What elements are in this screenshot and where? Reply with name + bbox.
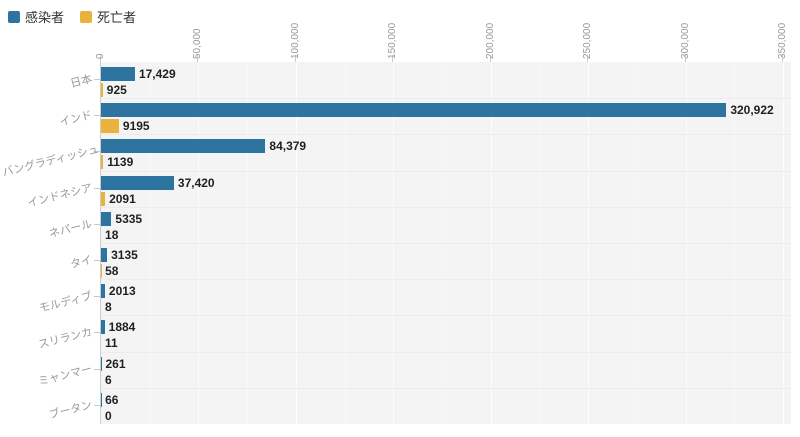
infected-bar[interactable]: [101, 67, 135, 81]
row-separator: [101, 206, 791, 208]
infected-bar[interactable]: [101, 211, 112, 226]
x-axis-tick: [489, 55, 491, 62]
y-axis-tick: [94, 187, 100, 189]
y-axis-tick: [94, 404, 100, 406]
y-axis-tick: [94, 151, 100, 153]
bar-value-label: 11: [105, 336, 118, 351]
x-axis-tick: [684, 55, 686, 62]
bar-value-label: 8: [105, 300, 112, 315]
bar-value-label: 58: [105, 264, 119, 278]
bar-value-label: 18: [105, 227, 119, 242]
bar-value-label: 320,922: [730, 103, 774, 118]
row-separator: [101, 170, 791, 172]
row-separator: [101, 134, 791, 136]
bar-value-label: 66: [105, 392, 119, 407]
legend-label-deaths: 死亡者: [97, 10, 137, 25]
category-label: タイ: [69, 254, 94, 272]
category-label: スリランカ: [37, 326, 94, 352]
bar-value-label: 261: [105, 356, 126, 371]
row-separator: [101, 279, 791, 281]
y-axis-tick: [94, 115, 100, 117]
bar-value-label: 1139: [107, 155, 134, 170]
x-axis-tick-label-text: 200,000: [484, 22, 496, 59]
category-label: インドネシア: [26, 181, 94, 210]
infected-bar[interactable]: [101, 248, 108, 262]
x-axis-tick-label-text: 250,000: [582, 22, 594, 59]
category-label: モルディブ: [37, 290, 94, 316]
y-axis-tick: [94, 368, 100, 370]
row-separator: [101, 98, 791, 100]
deaths-bar[interactable]: [101, 191, 106, 206]
row-separator: [101, 243, 791, 244]
category-label: インド: [58, 109, 94, 129]
x-axis-tick-label-text: 100,000: [289, 22, 301, 59]
bar-value-label: 37,420: [177, 175, 215, 190]
infected-swatch-icon: [8, 10, 20, 23]
y-axis-tick: [94, 332, 100, 334]
bar-value-label: 3135: [111, 248, 138, 262]
deaths-bar[interactable]: [101, 155, 104, 170]
legend-item-infected[interactable]: 感染者: [8, 7, 64, 26]
x-axis-tick-label-text: 350,000: [777, 22, 788, 59]
deaths-swatch-icon: [80, 10, 93, 23]
bar-value-label: 1884: [108, 320, 136, 335]
row-separator: [101, 315, 791, 317]
deaths-bar[interactable]: [101, 83, 103, 97]
y-axis-tick: [94, 79, 100, 80]
category-label: ブータン: [47, 398, 94, 422]
bar-value-label: 2091: [109, 191, 136, 206]
x-axis-tick: [294, 55, 296, 62]
category-label: ミャンマー: [37, 362, 94, 388]
legend-label-infected: 感染者: [25, 10, 65, 25]
legend-item-deaths[interactable]: 死亡者: [80, 7, 136, 26]
bar-value-label: 2013: [108, 284, 136, 299]
x-axis-tick: [100, 55, 101, 62]
bar-value-label: 6: [105, 372, 112, 387]
row-separator: [101, 387, 791, 389]
infected-bar[interactable]: [101, 356, 102, 371]
x-axis-tick: [392, 55, 394, 62]
bar-value-label: 5335: [115, 211, 143, 226]
x-axis-tick: [782, 55, 783, 62]
bar-value-label: 9195: [122, 119, 150, 134]
x-axis-tick-label-text: 0: [95, 53, 106, 59]
x-axis-tick-label-text: 150,000: [387, 22, 399, 59]
chart-legend: 感染者 死亡者: [8, 7, 136, 26]
x-axis-tick: [197, 55, 199, 62]
y-axis-tick: [94, 296, 100, 298]
x-axis-tick-label-text: 50,000: [192, 28, 204, 59]
bar-value-label: 84,379: [269, 139, 307, 154]
infected-bar[interactable]: [101, 103, 727, 118]
bar-value-label: 17,429: [138, 67, 176, 81]
category-label: バングラディッシュ: [1, 143, 101, 180]
row-separator: [101, 351, 791, 353]
plot-area: 17,429 925 320,922 9195 84,379 1139 37,420 2091…: [100, 62, 791, 424]
category-label: ネパール: [47, 217, 94, 241]
bar-value-label: 925: [106, 83, 127, 97]
x-axis-tick: [587, 55, 589, 62]
deaths-bar[interactable]: [101, 119, 119, 134]
bar-value-label: 0: [105, 408, 112, 423]
y-axis-tick: [94, 260, 100, 261]
y-axis-tick: [94, 223, 100, 225]
infected-bar[interactable]: [101, 320, 105, 335]
infected-bar[interactable]: [101, 175, 174, 190]
infected-bar[interactable]: [101, 139, 266, 154]
infected-bar[interactable]: [101, 284, 105, 299]
category-label: 日本: [69, 73, 94, 91]
x-axis-tick-label-text: 300,000: [679, 22, 691, 59]
